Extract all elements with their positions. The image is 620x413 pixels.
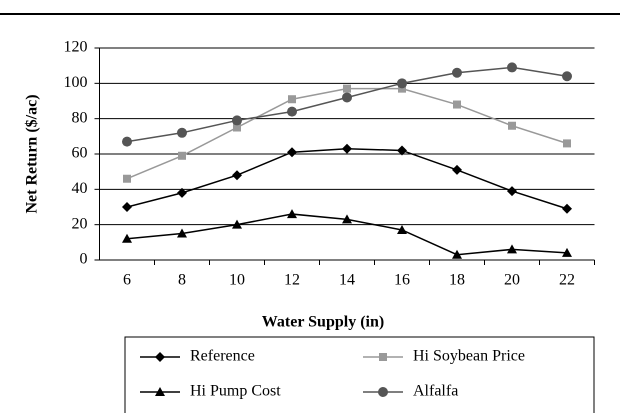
marker <box>177 187 187 198</box>
marker <box>342 92 352 103</box>
x-tick-label: 14 <box>339 272 355 289</box>
marker <box>562 71 572 82</box>
x-tick-label: 8 <box>178 272 186 289</box>
marker <box>122 136 132 147</box>
marker <box>398 84 406 93</box>
x-tick-label: 6 <box>123 272 131 289</box>
x-tick-label: 10 <box>229 272 245 289</box>
x-tick-label: 16 <box>394 272 410 289</box>
marker <box>563 139 571 148</box>
marker <box>452 67 462 78</box>
marker <box>288 95 296 104</box>
marker <box>233 123 241 132</box>
legend-label: Reference <box>190 348 255 365</box>
marker <box>507 62 517 73</box>
x-tick-label: 12 <box>284 272 300 289</box>
marker <box>397 224 407 234</box>
marker <box>123 174 131 183</box>
marker <box>122 202 132 212</box>
marker <box>562 247 572 257</box>
marker <box>177 228 187 238</box>
marker <box>507 244 517 254</box>
marker <box>397 78 407 89</box>
marker <box>452 164 462 175</box>
marker <box>453 100 461 109</box>
x-tick-label: 22 <box>559 272 575 289</box>
marker <box>155 352 165 362</box>
x-tick-label: 20 <box>504 272 520 289</box>
marker <box>397 145 407 156</box>
marker <box>287 147 297 158</box>
x-tick-label: 18 <box>449 272 465 289</box>
marker <box>232 219 242 229</box>
marker <box>342 214 352 224</box>
y-tick-label: 120 <box>64 39 88 56</box>
series-line <box>126 66 568 143</box>
series-line <box>126 147 568 210</box>
marker <box>342 143 352 154</box>
marker <box>508 121 516 130</box>
marker <box>177 127 187 138</box>
marker <box>232 170 242 181</box>
marker <box>287 209 297 219</box>
y-tick-label: 40 <box>72 180 88 197</box>
legend-label: Alfalfa <box>413 383 458 400</box>
marker <box>122 233 132 243</box>
marker <box>507 186 517 197</box>
y-tick-label: 0 <box>80 251 88 268</box>
marker <box>232 115 242 126</box>
legend-label: Hi Pump Cost <box>190 383 281 400</box>
x-axis-label: Water Supply (in) <box>262 314 384 331</box>
y-tick-label: 80 <box>72 109 88 126</box>
marker <box>452 249 462 259</box>
marker <box>155 387 165 396</box>
marker <box>379 353 387 361</box>
legend-box <box>124 336 595 413</box>
y-tick-label: 20 <box>72 215 88 232</box>
y-tick-label: 60 <box>72 145 88 162</box>
marker <box>343 84 351 93</box>
marker <box>178 151 186 160</box>
marker <box>287 106 297 117</box>
marker <box>562 203 572 214</box>
y-axis-label: Net Return ($/ac) <box>24 94 41 213</box>
y-tick-label: 100 <box>64 74 88 91</box>
legend-label: Hi Soybean Price <box>413 348 525 365</box>
marker <box>378 387 388 397</box>
